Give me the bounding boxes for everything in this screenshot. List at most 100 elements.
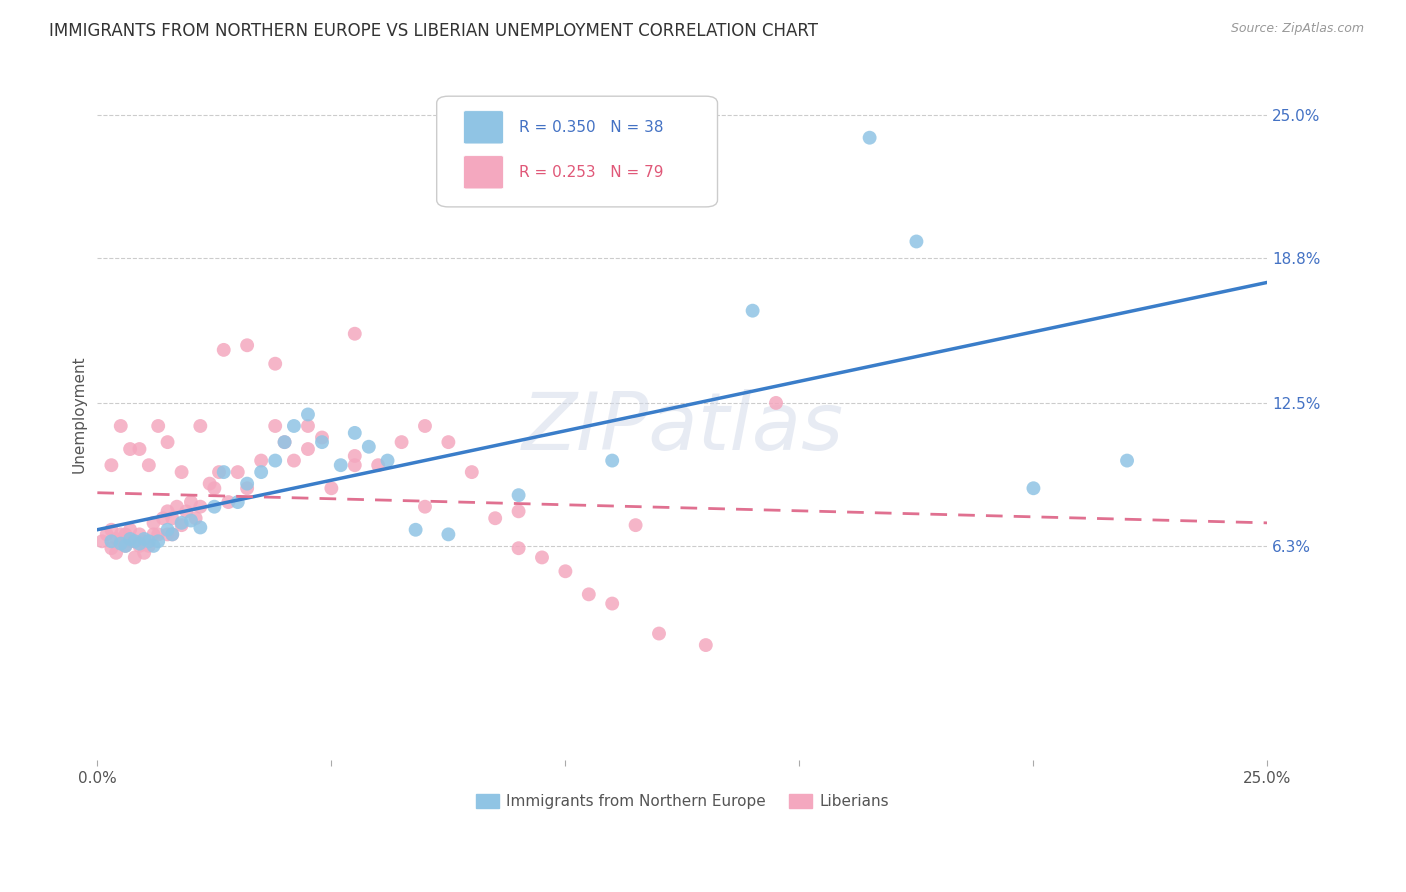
Text: R = 0.253   N = 79: R = 0.253 N = 79	[519, 165, 664, 180]
Point	[273, 435, 295, 450]
Point	[1116, 453, 1139, 467]
Point	[124, 534, 146, 549]
Point	[128, 442, 150, 456]
Point	[110, 419, 132, 434]
Text: R = 0.350   N = 38: R = 0.350 N = 38	[519, 120, 664, 135]
Point	[250, 465, 273, 479]
Point	[741, 303, 763, 318]
Point	[128, 536, 150, 550]
Point	[188, 520, 211, 534]
Point	[180, 514, 202, 528]
Point	[600, 597, 623, 611]
Point	[283, 419, 305, 434]
Point	[329, 458, 352, 473]
Point	[905, 235, 928, 249]
Point	[226, 465, 249, 479]
Point	[508, 504, 530, 518]
FancyBboxPatch shape	[437, 96, 717, 207]
Point	[91, 534, 114, 549]
Point	[391, 435, 413, 450]
Point	[695, 638, 717, 652]
Point	[120, 523, 142, 537]
Point	[152, 511, 174, 525]
Point	[188, 419, 211, 434]
Point	[170, 465, 193, 479]
FancyBboxPatch shape	[464, 156, 503, 189]
Point	[343, 326, 366, 341]
Point	[96, 527, 118, 541]
Point	[554, 564, 576, 578]
Point	[120, 534, 142, 549]
Point	[273, 435, 295, 450]
Point	[311, 435, 333, 450]
Point	[156, 504, 179, 518]
Point	[236, 481, 259, 495]
Point	[202, 481, 225, 495]
Point	[148, 527, 170, 541]
Point	[367, 458, 389, 473]
Point	[600, 453, 623, 467]
Text: IMMIGRANTS FROM NORTHERN EUROPE VS LIBERIAN UNEMPLOYMENT CORRELATION CHART: IMMIGRANTS FROM NORTHERN EUROPE VS LIBER…	[49, 22, 818, 40]
Point	[148, 534, 170, 549]
Point	[128, 539, 150, 553]
Point	[110, 536, 132, 550]
Point	[437, 435, 460, 450]
Point	[283, 453, 305, 467]
Point	[377, 453, 399, 467]
Text: ZIPatlas: ZIPatlas	[522, 389, 844, 467]
Point	[162, 527, 184, 541]
Point	[508, 488, 530, 502]
Point	[343, 425, 366, 440]
Point	[120, 532, 142, 546]
Point	[188, 500, 211, 514]
Point	[100, 523, 122, 537]
FancyBboxPatch shape	[464, 111, 503, 144]
Point	[134, 532, 156, 546]
Point	[162, 511, 184, 525]
Point	[110, 527, 132, 541]
Point	[156, 435, 179, 450]
Point	[114, 539, 136, 553]
Point	[264, 453, 287, 467]
Point	[343, 458, 366, 473]
Point	[114, 539, 136, 553]
Point	[212, 465, 235, 479]
Point	[138, 458, 160, 473]
Point	[297, 442, 319, 456]
Point	[142, 539, 165, 553]
Point	[461, 465, 484, 479]
Point	[124, 534, 146, 549]
Point	[578, 587, 600, 601]
Point	[236, 476, 259, 491]
Point	[105, 546, 128, 560]
Point	[484, 511, 506, 525]
Point	[138, 539, 160, 553]
Point	[250, 453, 273, 467]
Point	[264, 419, 287, 434]
Point	[156, 523, 179, 537]
Point	[202, 500, 225, 514]
Point	[128, 527, 150, 541]
Point	[508, 541, 530, 556]
Point	[142, 516, 165, 530]
Point	[311, 430, 333, 444]
Point	[297, 408, 319, 422]
Point	[142, 527, 165, 541]
Point	[1022, 481, 1045, 495]
Point	[156, 527, 179, 541]
Point	[321, 481, 343, 495]
Point	[297, 419, 319, 434]
Point	[162, 527, 184, 541]
Point	[148, 419, 170, 434]
Point	[343, 449, 366, 463]
Text: Source: ZipAtlas.com: Source: ZipAtlas.com	[1230, 22, 1364, 36]
Point	[180, 495, 202, 509]
Point	[184, 511, 207, 525]
Point	[198, 476, 221, 491]
Point	[208, 465, 231, 479]
Point	[170, 516, 193, 530]
Point	[174, 504, 197, 518]
Point	[212, 343, 235, 357]
Point	[413, 419, 436, 434]
Point	[226, 495, 249, 509]
